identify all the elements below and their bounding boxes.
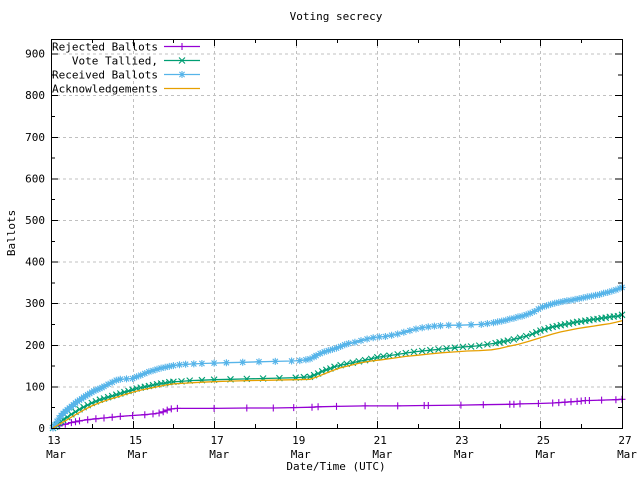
series-received-ballots [49, 283, 626, 432]
legend-sample-marker [178, 43, 186, 50]
x-axis-title: Date/Time (UTC) [286, 460, 385, 473]
x-tick-day-label: 15 [129, 434, 142, 447]
series-markers-vote-tallied [49, 311, 626, 432]
legend-label: Acknowledgements [52, 83, 158, 96]
legend-sample-marker [178, 71, 186, 78]
y-tick-label: 100 [25, 380, 45, 393]
x-tick-month-label: Mar [209, 448, 229, 461]
series-markers-received-ballots [49, 283, 626, 432]
y-tick-label: 900 [25, 48, 45, 61]
y-tick-label: 0 [38, 422, 45, 435]
y-tick-label: 400 [25, 256, 45, 269]
x-tick-month-label: Mar [454, 448, 474, 461]
x-tick-day-label: 17 [211, 434, 224, 447]
tick-labels: 010020030040050060070080090013Mar15Mar17… [25, 48, 637, 461]
y-tick-label: 500 [25, 214, 45, 227]
x-tick-day-label: 23 [455, 434, 468, 447]
plot-border [51, 39, 623, 429]
x-tick-month-label: Mar [372, 448, 392, 461]
legend-label: Vote Tallied, [72, 55, 158, 68]
x-tick-day-label: 27 [618, 434, 631, 447]
x-tick-month-label: Mar [535, 448, 555, 461]
gridlines [51, 39, 622, 428]
x-tick-day-label: 19 [292, 434, 305, 447]
axis-ticks [51, 39, 623, 429]
series-vote-tallied [49, 311, 626, 432]
legend-label: Rejected Ballots [52, 41, 158, 54]
legend-entry-acknowledgements: Acknowledgements [52, 83, 200, 96]
legend-label: Received Ballots [52, 69, 158, 82]
legend-entry-vote-tallied: Vote Tallied, [72, 55, 200, 68]
x-tick-month-label: Mar [46, 448, 66, 461]
chart-title: Voting secrecy [290, 10, 383, 23]
legend-entry-rejected-ballots: Rejected Ballots [52, 41, 200, 54]
y-tick-label: 200 [25, 339, 45, 352]
x-tick-day-label: 13 [47, 434, 60, 447]
x-tick-day-label: 21 [374, 434, 387, 447]
legend-entry-received-ballots: Received Ballots [52, 69, 200, 82]
y-tick-label: 300 [25, 297, 45, 310]
x-tick-month-label: Mar [617, 448, 637, 461]
legend-sample-marker [178, 57, 186, 64]
x-tick-month-label: Mar [291, 448, 311, 461]
y-axis-title: Ballots [5, 210, 18, 256]
series-acknowledgements [52, 320, 623, 429]
x-tick-month-label: Mar [128, 448, 148, 461]
x-tick-day-label: 25 [537, 434, 550, 447]
series-line-acknowledgements [52, 320, 623, 429]
y-tick-label: 600 [25, 172, 45, 185]
y-tick-label: 800 [25, 89, 45, 102]
y-tick-label: 700 [25, 131, 45, 144]
